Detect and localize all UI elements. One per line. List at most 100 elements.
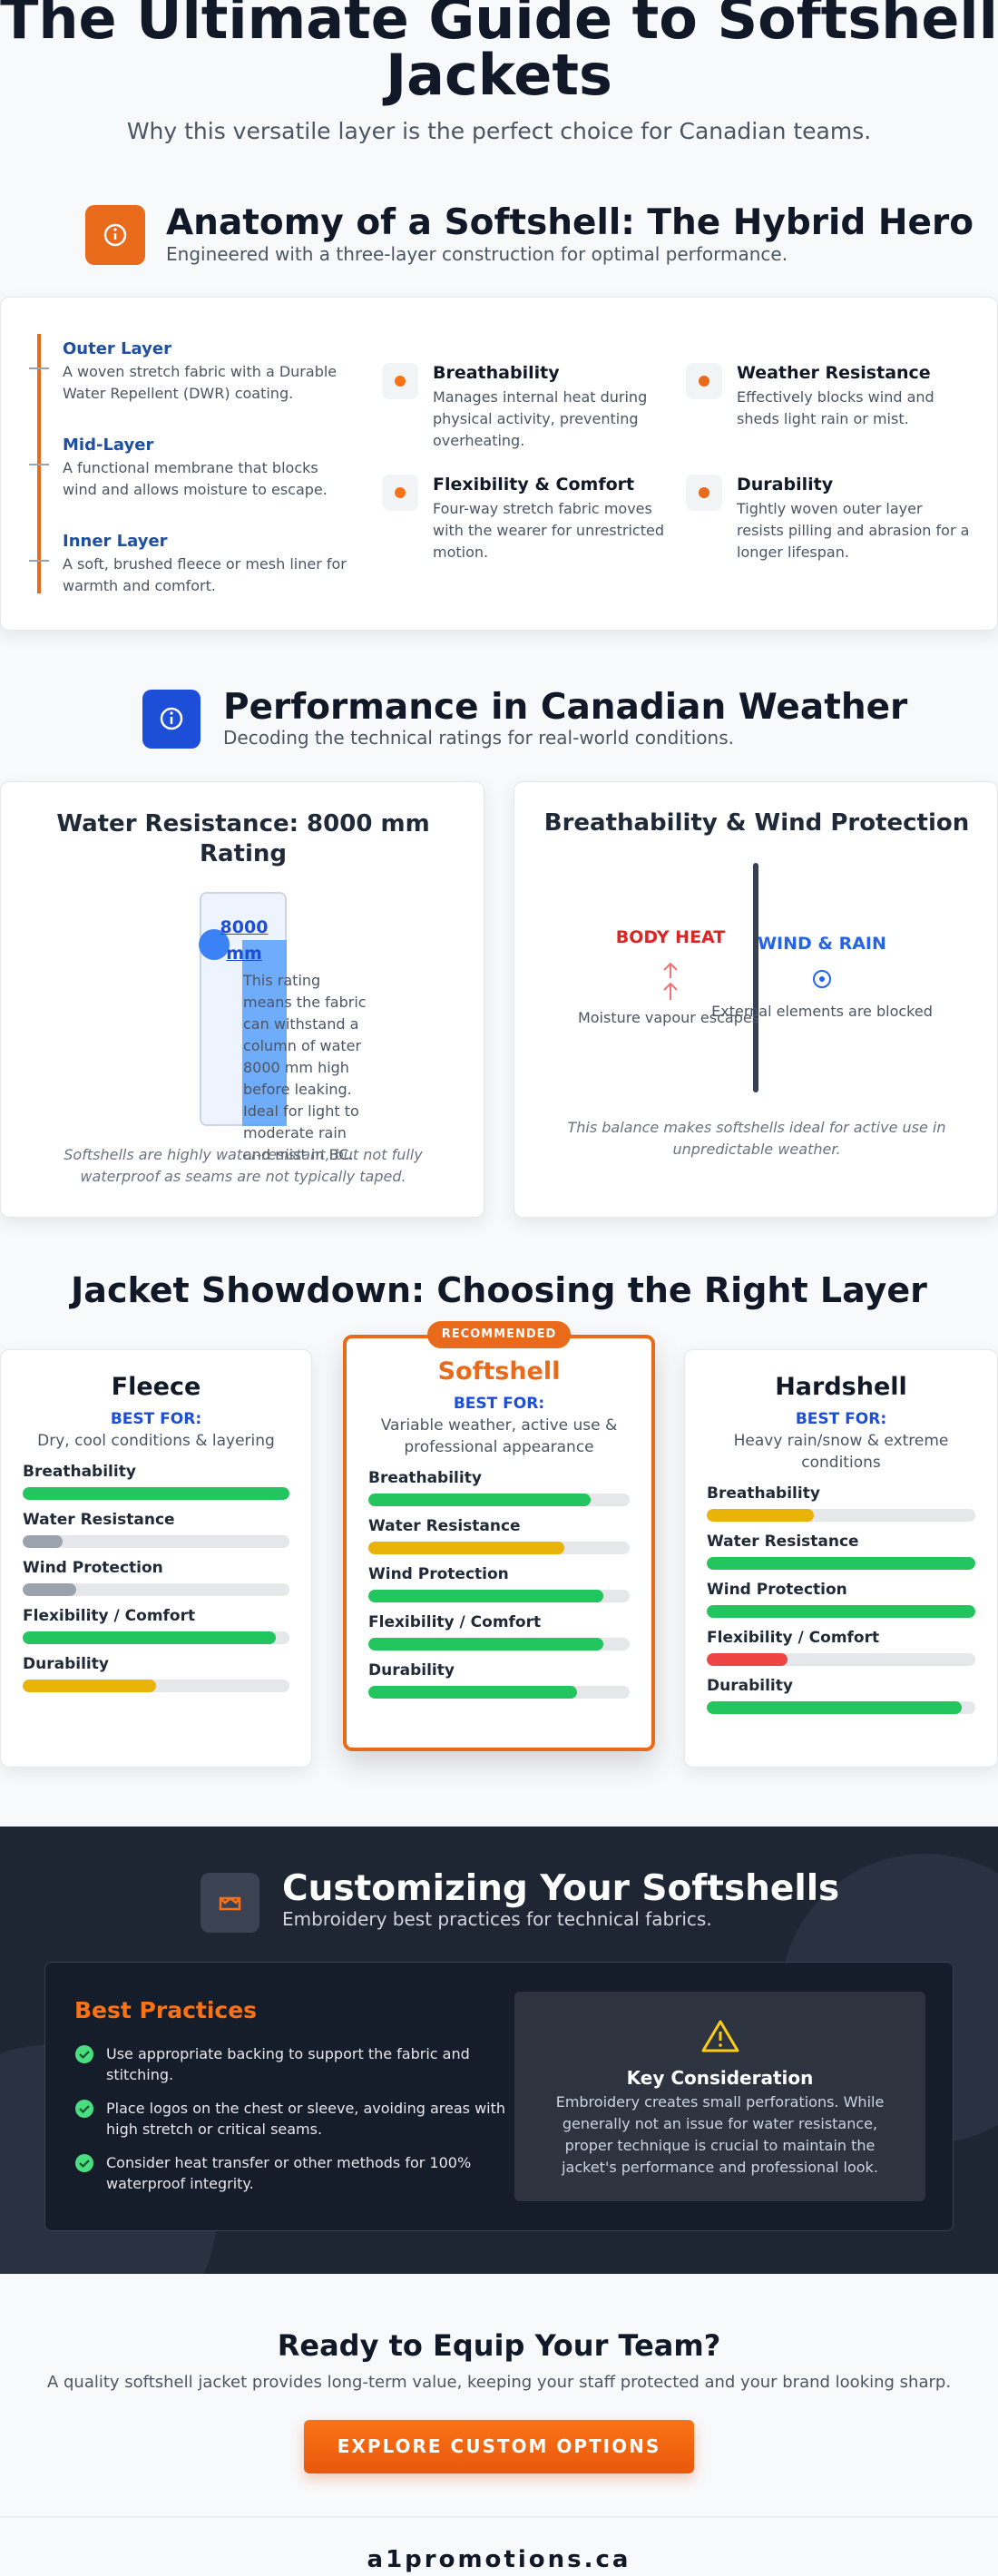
section-title: Customizing Your Softshells (282, 1868, 840, 1909)
section-title: Jacket Showdown: Choosing the Right Laye… (71, 1270, 927, 1310)
info-icon (142, 690, 201, 749)
rating-bar (707, 1605, 975, 1618)
rating-label: Durability (368, 1661, 455, 1680)
practice-item: Place logos on the chest or sleeve, avoi… (106, 2100, 506, 2138)
jacket-name: Hardshell (775, 1373, 907, 1401)
rating-bar (23, 1631, 277, 1644)
check-icon (75, 2045, 93, 2063)
recommended-badge: RECOMMENDED (427, 1321, 571, 1348)
practice-item: Use appropriate backing to support the f… (106, 2045, 470, 2083)
best-for-label: BEST FOR: (453, 1395, 545, 1413)
rating-label: Water Resistance (23, 1511, 175, 1529)
gauge-dot (199, 929, 230, 960)
rating-bar (368, 1590, 604, 1602)
best-for-text: Dry, cool conditions & layering (37, 1432, 275, 1450)
rating-label: Wind Protection (368, 1565, 509, 1583)
gauge-fill (242, 940, 287, 1126)
layer-name: Mid-Layer (63, 436, 154, 455)
custom-section: Customizing Your Softshells Embroidery b… (0, 1827, 998, 2274)
feature-dot (699, 376, 709, 387)
feature-text: Manages internal heat during physical ac… (433, 388, 648, 449)
card-note: Softshells are highly water-resistant, b… (64, 1146, 423, 1185)
feature-text: Four-way stretch fabric moves with the w… (433, 500, 664, 561)
wind-icon (813, 970, 831, 988)
rating-label: Flexibility / Comfort (368, 1613, 542, 1631)
best-for-label: BEST FOR: (795, 1410, 887, 1428)
layer-text: A woven stretch fabric with a Durable Wa… (63, 363, 338, 402)
card-title: Water Resistance: 8000 mm Rating (56, 810, 430, 867)
rating-track (23, 1487, 289, 1500)
feature-icon (382, 475, 418, 511)
rating-bar (707, 1509, 815, 1522)
rating-bar (368, 1638, 604, 1650)
cta-text: A quality softshell jacket provides long… (46, 2373, 952, 2392)
rating-track (707, 1509, 975, 1522)
rating-track (23, 1631, 289, 1644)
rating-label: Durability (23, 1655, 109, 1673)
jacket-card: Fleece BEST FOR: Dry, cool conditions & la… (0, 1349, 312, 1768)
check-icon (75, 2154, 93, 2172)
rating-label: Wind Protection (707, 1581, 847, 1599)
rating-label: Water Resistance (368, 1517, 521, 1535)
section-subtitle: Engineered with a three-layer constructi… (166, 243, 788, 265)
rating-track (368, 1638, 630, 1650)
embroidery-icon (201, 1873, 259, 1933)
layer-name: Inner Layer (63, 532, 168, 551)
practices-box: Best Practices Key Consideration Embroid… (44, 1962, 954, 2231)
jacket-card: RECOMMENDED Softshell BEST FOR: Variable we… (343, 1321, 655, 1751)
breath-card: Breathability & Wind Protection BODY HEA… (514, 781, 998, 1218)
rating-text: This rating means the fabric can withsta… (243, 972, 367, 1163)
key-text: Embroidery creates small perforations. W… (555, 2093, 885, 2176)
best-for-text: Heavy rain/snow & extreme conditions (733, 1432, 949, 1472)
feature-title: Durability (737, 475, 834, 495)
divider (0, 2516, 998, 2517)
practice-item: Consider heat transfer or other methods … (106, 2154, 472, 2192)
layer-tick (29, 464, 49, 465)
section-title: Anatomy of a Softshell: The Hybrid Hero (166, 202, 974, 243)
footer-brand: a1promotions.ca (367, 2546, 631, 2573)
practices-title: Best Practices (74, 1997, 258, 2023)
heat-text: Moisture vapour escapes (577, 1009, 760, 1026)
anatomy-card: Outer Layer A woven stretch fabric with a… (0, 297, 998, 631)
rating-track (23, 1535, 289, 1548)
rating-track (707, 1653, 975, 1666)
wind-text: External elements are blocked (711, 1003, 933, 1020)
rating-label: Water Resistance (707, 1533, 859, 1551)
rating-track (707, 1557, 975, 1570)
feature-title: Breathability (433, 363, 560, 383)
rating-label: Flexibility / Comfort (23, 1607, 196, 1625)
rating-track (368, 1590, 630, 1602)
section-title: Performance in Canadian Weather (223, 687, 908, 728)
heat-label: BODY HEAT (615, 927, 726, 947)
key-title: Key Consideration (626, 2067, 814, 2089)
warning-icon (701, 2020, 739, 2052)
rating-label: Breathability (707, 1484, 820, 1503)
rating-bar (707, 1557, 975, 1570)
rating-value: 8000 mm (220, 917, 269, 964)
rating-track (707, 1605, 975, 1618)
rating-track (707, 1701, 975, 1714)
check-icon (75, 2100, 93, 2118)
feature-dot (699, 487, 709, 498)
feature-text: Effectively blocks wind and sheds light … (737, 388, 934, 427)
layer-text: A functional membrane that blocks wind a… (63, 459, 328, 498)
page-subtitle: Why this versatile layer is the perfect … (126, 118, 872, 144)
rating-label: Breathability (23, 1463, 136, 1481)
jacket-name: Softshell (437, 1357, 561, 1386)
wind-label: WIND & RAIN (758, 934, 886, 954)
best-for-text: Variable weather, active use & professio… (380, 1416, 618, 1456)
rating-label: Breathability (368, 1469, 482, 1487)
feature-title: Weather Resistance (737, 363, 931, 383)
card-note: This balance makes softshells ideal for … (567, 1119, 946, 1158)
rating-bar (368, 1494, 591, 1506)
card-title: Breathability & Wind Protection (543, 809, 970, 837)
barrier-line (753, 863, 758, 1092)
section-subtitle: Embroidery best practices for technical … (282, 1908, 712, 1930)
rating-label: Flexibility / Comfort (707, 1629, 880, 1647)
rating-label: Durability (707, 1677, 793, 1695)
layer-tick (29, 367, 49, 369)
rating-bar (368, 1542, 564, 1554)
feature-title: Flexibility & Comfort (433, 475, 635, 495)
cta-button[interactable]: EXPLORE CUSTOM OPTIONS (304, 2420, 694, 2473)
cta-title: Ready to Equip Your Team? (277, 2328, 721, 2363)
